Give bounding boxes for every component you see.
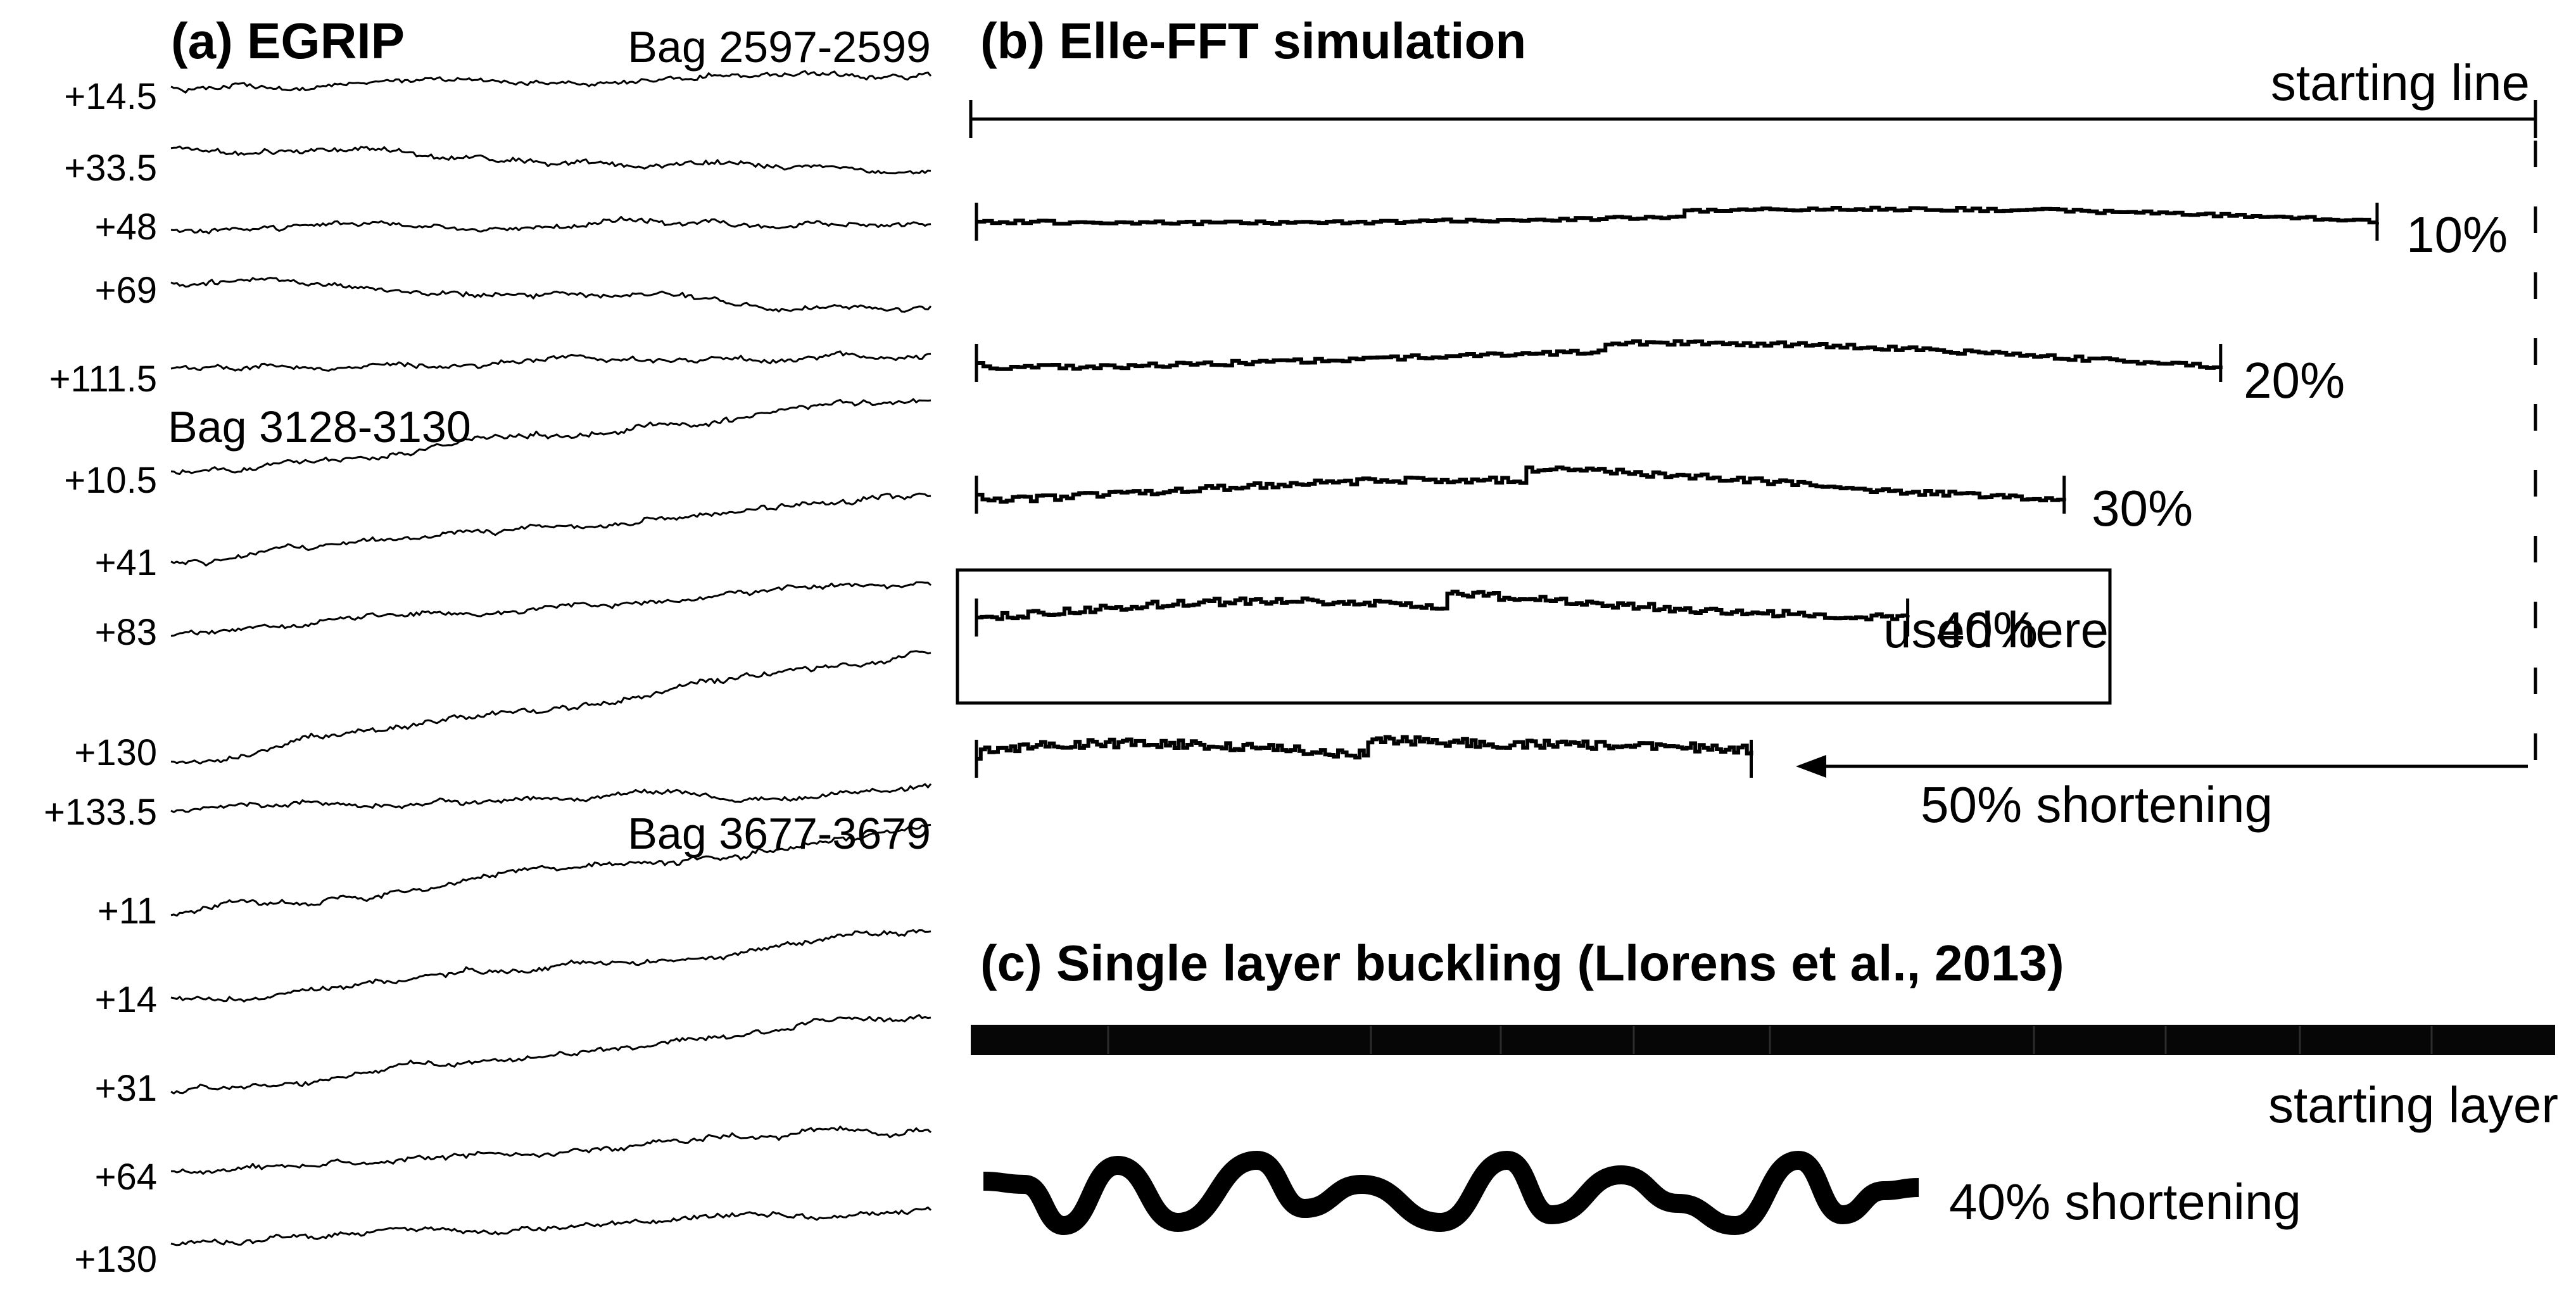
trace-label-50: 50% shortening: [1921, 776, 2273, 833]
starting-layer: [971, 1025, 2555, 1055]
egrip-trace: [170, 145, 931, 175]
used-here-label: used here: [1883, 602, 2109, 658]
egrip-trace: [170, 650, 931, 764]
egrip-trace: [170, 1207, 932, 1246]
trace-label-10: 10%: [2406, 206, 2508, 263]
bag-label-1: Bag 2597-2599: [628, 22, 931, 72]
panel-a-title: (a) EGRIP: [171, 13, 405, 69]
shortening-arrow-head: [1796, 755, 1826, 778]
buckled-layer: [983, 1151, 1919, 1235]
shortened-trace: [976, 590, 1910, 622]
depth-label: +41: [95, 542, 157, 583]
egrip-trace: [170, 929, 931, 1003]
trace-label-20: 20%: [2244, 352, 2345, 409]
egrip-trace-group: [170, 70, 932, 1246]
panel-a-egrip: (a) EGRIP Bag 2597-2599 Bag 3128-3130 Ba…: [44, 13, 932, 1280]
shortened-trace: [976, 735, 1753, 761]
trace-label-40: 40%: [1936, 602, 2038, 658]
panel-b-elle-fft: (b) Elle-FFT simulation starting line us…: [956, 13, 2537, 833]
starting-layer-segments: [1107, 1026, 2433, 1054]
egrip-trace: [170, 277, 932, 313]
panel-b-title: (b) Elle-FFT simulation: [980, 13, 1526, 69]
egrip-trace: [170, 783, 932, 813]
egrip-trace: [170, 823, 931, 917]
starting-line-label: starting line: [2271, 54, 2530, 111]
depth-label: +111.5: [49, 358, 157, 400]
starting-layer-label: starting layer: [2268, 1077, 2558, 1133]
egrip-trace: [170, 1125, 931, 1175]
depth-label: +10.5: [64, 460, 157, 501]
egrip-trace: [170, 216, 931, 234]
egrip-trace: [170, 581, 931, 637]
egrip-trace: [170, 350, 931, 372]
egrip-trace: [170, 492, 931, 567]
shortened-trace-group: [975, 203, 2379, 778]
bag-label-3: Bag 3677-3679: [628, 809, 931, 858]
bag-label-2: Bag 3128-3130: [168, 402, 471, 452]
depth-label: +69: [95, 270, 157, 311]
depth-label: +14.5: [64, 76, 157, 117]
buckled-layer-label: 40% shortening: [1949, 1174, 2301, 1230]
shortened-trace: [976, 205, 2379, 227]
egrip-trace: [170, 398, 931, 475]
depth-label: +11: [98, 890, 157, 932]
depth-label: +64: [95, 1156, 157, 1198]
depth-label: +33.5: [64, 148, 157, 189]
depth-label: +48: [95, 206, 157, 248]
used-here-box: [956, 568, 2112, 705]
depth-label: +130: [74, 732, 157, 773]
trace-label-30: 30%: [2092, 480, 2193, 536]
depth-label: +31: [95, 1068, 157, 1109]
egrip-trace: [170, 70, 932, 94]
egrip-trace: [170, 1014, 931, 1094]
panel-c-buckling: (c) Single layer buckling (Llorens et al…: [971, 935, 2558, 1235]
depth-label: +83: [95, 612, 157, 653]
shortened-trace: [976, 339, 2223, 371]
depth-label: +130: [74, 1239, 157, 1280]
depth-label: +133.5: [44, 792, 157, 833]
depth-label: +14: [95, 979, 157, 1020]
panel-c-title: (c) Single layer buckling (Llorens et al…: [980, 935, 2064, 991]
shortened-trace: [976, 466, 2066, 504]
